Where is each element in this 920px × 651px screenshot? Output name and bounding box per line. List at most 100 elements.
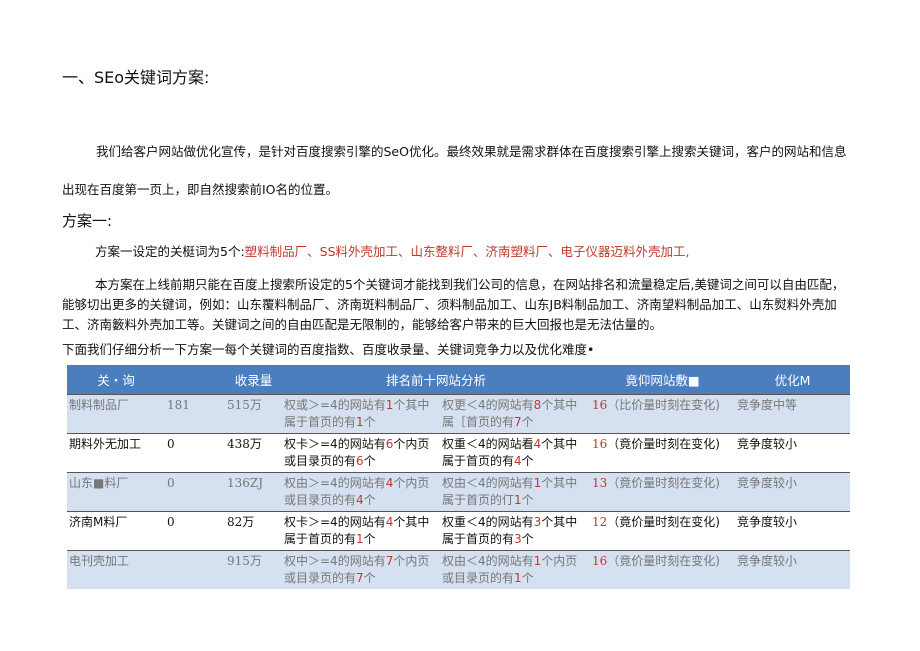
table-row: 期料外无加工 0 438万 权卡＞=4的网站有6个内页或目录页的有6个 权重＜4的网站看… <box>67 433 851 473</box>
table-header: 关・询 收录量 排名前十网站分析 竟仰网站敷■ 优化M <box>67 365 851 395</box>
analysis-text: 权由＞=4的网站有 <box>284 476 386 490</box>
analysis-text: 个其中属［首页的有 <box>442 398 578 429</box>
count-highlight: 4 <box>356 493 364 507</box>
analysis-cell: 权重＜4的网站有3个其中属于首页的有3个 <box>440 511 591 551</box>
count-highlight: 4 <box>385 515 394 529</box>
plan-paragraph: 本方案在上线前期只能在百度上搜索所设定的5个关键词才能找到我们公司的信息，在网站… <box>62 277 845 332</box>
keywords-lead: 方案一设定的关梃词为5个: <box>95 244 245 259</box>
count-highlight: 6 <box>356 454 364 468</box>
header-count: 收录量 <box>225 365 282 395</box>
count-highlight: 1 <box>514 571 522 585</box>
analysis-text: 个其中属于首页的有 <box>284 398 430 429</box>
analysis-text: 个内页或目录页的有 <box>284 476 430 507</box>
analysis-text: 权卡＞=4的网站有 <box>284 515 386 529</box>
analysis-text: 个 <box>521 493 534 507</box>
count-highlight: 3 <box>514 532 522 546</box>
analysis-text: 个其中属于首页的有 <box>284 515 430 546</box>
competing-note: （竟价量时刻在变化) <box>607 515 720 529</box>
count-highlight: 1 <box>514 493 522 507</box>
analysis-cell: 权由＜4的网站有1个其中属于首页的仃1个 <box>440 472 591 512</box>
analysis-text: 个 <box>363 532 376 546</box>
count-highlight: 4 <box>514 454 522 468</box>
count-highlight: 3 <box>533 515 542 529</box>
count-highlight: 1 <box>385 398 394 412</box>
count-highlight: 4 <box>533 437 542 451</box>
analysis-text: 权中＞=4的网站有 <box>284 554 386 568</box>
competing-count: 16 <box>592 398 608 412</box>
header-competing: 竟仰网站敷■ <box>590 365 736 395</box>
difficulty-cell: 竞争度中等 <box>735 394 851 434</box>
competing-cell: 16（竟价量时刻在变化) <box>590 550 736 589</box>
analysis-text: 权重＜4的网站看 <box>442 437 534 451</box>
count-highlight: 6 <box>385 437 394 451</box>
index-cell: 181 <box>165 394 225 434</box>
plan-heading: 方案一: <box>62 212 113 230</box>
analysis-cell: 权由＜4的网站有1个内页或目录页的有1个 <box>440 550 591 589</box>
difficulty-cell: 竞争度较小 <box>735 550 851 589</box>
analysis-text: 个 <box>521 532 534 546</box>
analysis-text: 权更＜4的网站有 <box>442 398 534 412</box>
analysis-text: 权或＞=4的网站有 <box>284 398 386 412</box>
analysis-text: 个内页或目录页的有 <box>284 437 430 468</box>
difficulty-cell: 竞争度较小 <box>735 433 851 473</box>
table-row: 制料制品厂 181 515万 权或＞=4的网站有1个其中属于首页的有1个 权更＜4的网站… <box>67 394 851 434</box>
count-cell: 136ZJ <box>225 472 282 512</box>
analysis-text: 权卡＞=4的网站有 <box>284 437 386 451</box>
competing-note: （竟价量时刻在变化) <box>607 554 720 568</box>
analysis-text: 个内页或目录页的有 <box>442 554 578 585</box>
count-highlight: 7 <box>356 571 364 585</box>
analysis-text: 个 <box>521 454 534 468</box>
competing-note: （竟价量时刻在变化) <box>607 476 720 490</box>
analysis-text: 个其中属于首页的有 <box>442 437 578 468</box>
analysis-cell: 权更＜4的网站有8个其中属［首页的有7个 <box>440 394 591 434</box>
competing-note: （竟价量时刻在变化) <box>607 437 720 451</box>
competing-count: 12 <box>592 515 608 529</box>
analysis-cell: 权卡＞=4的网站有6个内页或目录页的有6个 <box>282 433 440 473</box>
analysis-text: 个 <box>363 415 376 429</box>
competing-cell: 12（竟价量时刻在变化) <box>590 511 736 551</box>
competing-count: 16 <box>592 437 608 451</box>
index-cell: 0 <box>165 511 225 551</box>
count-cell: 82万 <box>225 511 282 551</box>
keyword-cell: 期料外无加工 <box>67 433 165 473</box>
competing-count: 13 <box>592 476 608 490</box>
competing-note: （比价量时刻在变化) <box>607 398 720 412</box>
header-index <box>165 365 225 395</box>
analysis-text: 个 <box>521 415 534 429</box>
count-cell: 438万 <box>225 433 282 473</box>
index-cell: 0 <box>165 433 225 473</box>
count-highlight: 4 <box>385 476 394 490</box>
analysis-text: 权重＜4的网站有 <box>442 515 534 529</box>
difficulty-cell: 竞争度较小 <box>735 511 851 551</box>
index-cell <box>165 550 225 589</box>
analysis-cell: 权由＞=4的网站有4个内页或目录页的有4个 <box>282 472 440 512</box>
analysis-text: 权由＜4的网站有 <box>442 554 534 568</box>
competing-cell: 13（竟价量时刻在变化) <box>590 472 736 512</box>
keywords-list: 塑料制品厂、SS料外壳加工、山东整料厂、济南塑料厂、电子仪器迈料外壳加工, <box>244 244 690 259</box>
table-row: 济南M料厂 0 82万 权卡＞=4的网站有4个其中属于首页的有1个 权重＜4的网站有3个… <box>67 511 851 551</box>
table-row: 电刊壳加工 915万 权中＞=4的网站有7个内页或目录页的有7个 权由＜4的网站有1个… <box>67 550 851 589</box>
count-highlight: 1 <box>533 554 542 568</box>
count-highlight: 7 <box>514 415 522 429</box>
header-keyword: 关・询 <box>67 365 165 395</box>
count-highlight: 1 <box>356 532 364 546</box>
analysis-cell: 权卡＞=4的网站有4个其中属于首页的有1个 <box>282 511 440 551</box>
analysis-cell: 权或＞=4的网站有1个其中属于首页的有1个 <box>282 394 440 434</box>
intro-paragraph: 我们给客户网站做优化宣传，是针对百度搜索引擎的SeO优化。最终效果就是需求群体在… <box>62 144 847 197</box>
competing-count: 16 <box>592 554 608 568</box>
analysis-text: 个其中属于首页的仃 <box>442 476 578 507</box>
table-row: 山东■料厂 0 136ZJ 权由＞=4的网站有4个内页或目录页的有4个 权由＜4的网站有… <box>67 472 851 512</box>
header-analysis: 排名前十网站分析 <box>282 365 591 395</box>
competing-cell: 16（竟价量时刻在变化) <box>590 433 736 473</box>
header-difficulty: 优化M <box>735 365 851 395</box>
count-cell: 915万 <box>225 550 282 589</box>
count-highlight: 7 <box>385 554 394 568</box>
keyword-cell: 电刊壳加工 <box>67 550 165 589</box>
keyword-table: 关・询 收录量 排名前十网站分析 竟仰网站敷■ 优化M 制料制品厂 181 515万… <box>67 365 851 589</box>
analysis-cell: 权重＜4的网站看4个其中属于首页的有4个 <box>440 433 591 473</box>
index-cell: 0 <box>165 472 225 512</box>
analysis-text: 个内页或目录页的有 <box>284 554 430 585</box>
analysis-cell: 权中＞=4的网站有7个内页或目录页的有7个 <box>282 550 440 589</box>
analysis-text: 权由＜4的网站有 <box>442 476 534 490</box>
